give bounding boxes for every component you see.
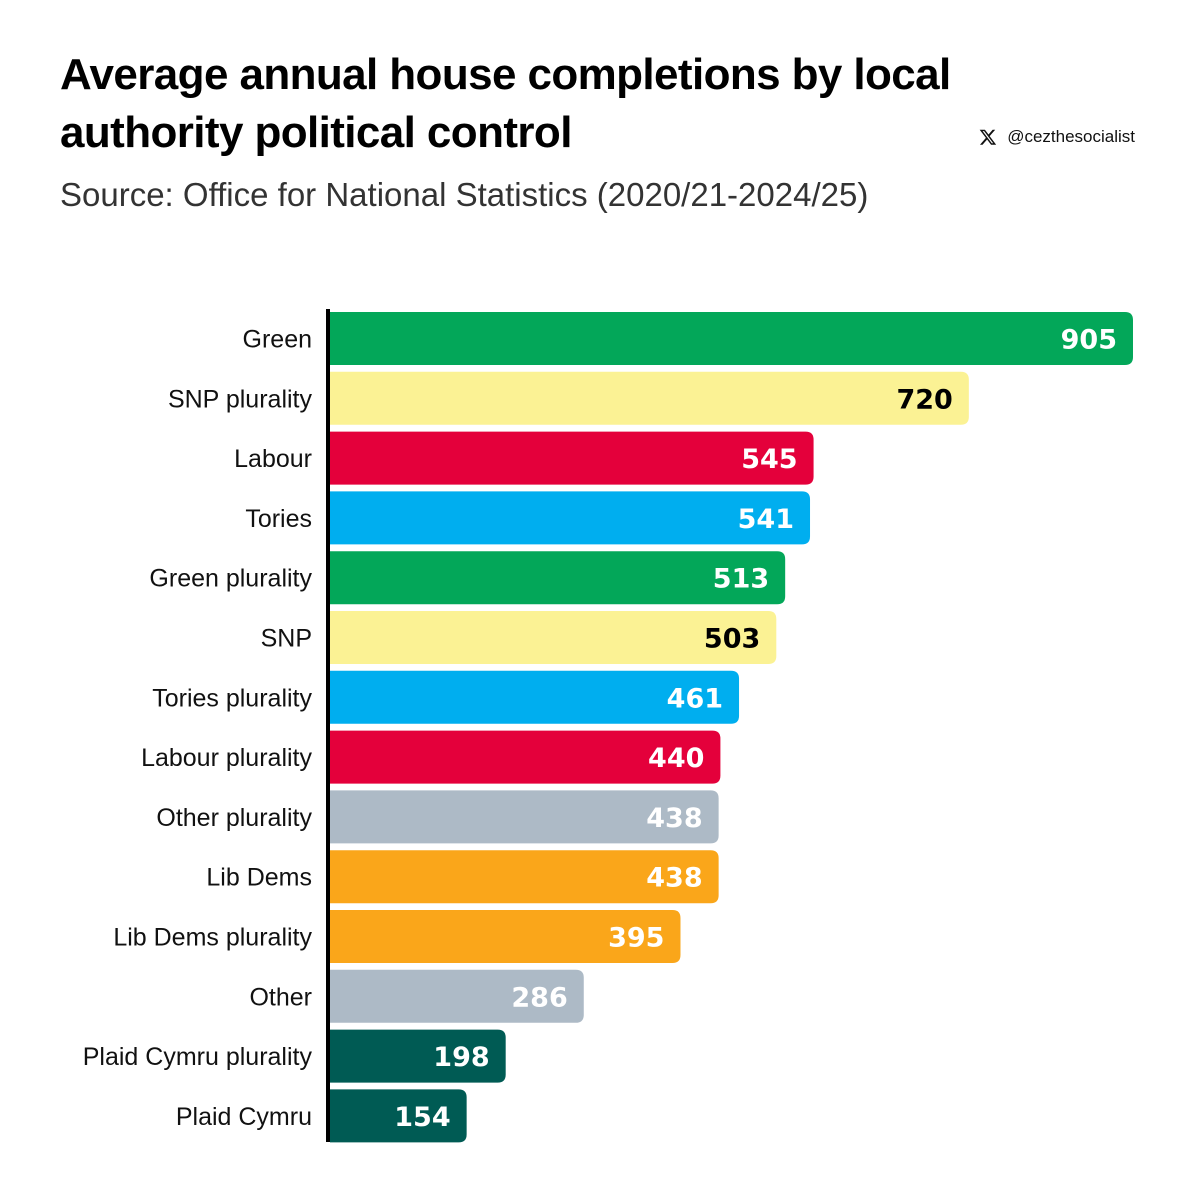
category-label: Labour [234,445,312,473]
bar-plaid-cymru-plurality [330,1029,506,1083]
category-label: Green [243,326,312,354]
bar-other-plurality [330,790,719,844]
value-label: 461 [667,683,723,714]
value-label: 513 [713,564,769,595]
chart-subtitle: Source: Office for National Statistics (… [60,176,869,213]
x-logo-icon [979,129,997,145]
category-label: Lib Dems [206,864,312,892]
bar-lib-dems-plurality [330,910,681,963]
value-label: 395 [608,923,664,954]
value-label: 154 [394,1102,450,1133]
value-label: 541 [738,504,794,535]
bar-snp-plurality [330,371,969,425]
bar-tories [330,491,811,545]
category-label: SNP [261,625,312,653]
value-label: 198 [433,1042,489,1073]
social-handle: @cezthesocialist [979,127,1135,147]
handle-text: @cezthesocialist [1007,127,1135,146]
value-label: 545 [741,444,797,475]
value-label: 503 [704,624,760,655]
value-label: 438 [646,863,702,894]
category-label: Plaid Cymru [176,1103,312,1131]
chart-title: Average annual house completions by loca… [60,50,951,157]
value-label: 440 [648,743,704,774]
bar-plaid-cymru [330,1089,467,1143]
value-label: 905 [1061,325,1117,356]
bar-green-plurality [330,551,786,605]
category-label: Labour plurality [141,744,312,772]
value-label: 720 [896,384,952,415]
category-label: Tories plurality [152,684,312,712]
category-label: Tories [245,505,312,533]
category-label: Other plurality [156,804,312,832]
value-label: 438 [646,803,702,834]
bar-green [330,312,1133,365]
category-label: Plaid Cymru plurality [83,1043,313,1071]
bar-tories-plurality [330,670,740,724]
bar-lib-dems [330,850,719,904]
bar-labour [330,431,814,485]
bars-layer: Green 905 SNP plurality 720 Labour 545 Tories 5… [83,312,1133,1143]
category-label: Lib Dems plurality [113,924,312,952]
category-label: SNP plurality [168,385,313,413]
bar-other [330,969,584,1023]
category-label: Other [249,983,312,1011]
bar-snp [330,611,777,664]
value-label: 286 [511,982,567,1013]
bar-labour-plurality [330,730,721,784]
category-label: Green plurality [149,565,312,593]
